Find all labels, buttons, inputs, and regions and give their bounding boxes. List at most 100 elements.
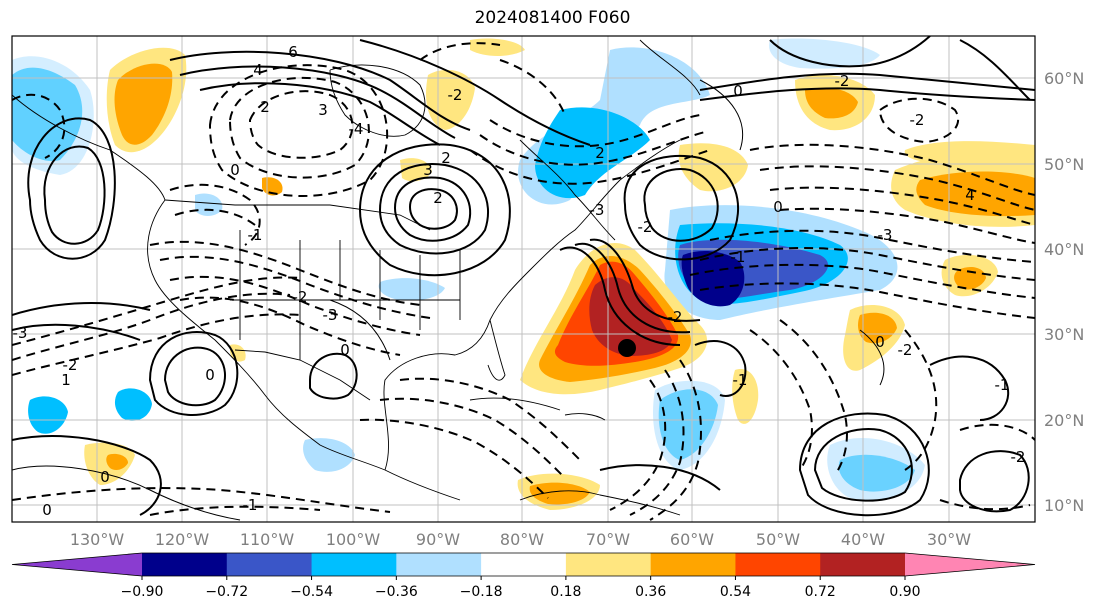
- colorbar-segment: [226, 553, 313, 576]
- contour-label: -2: [638, 218, 653, 236]
- contour-solid-alaska-ridge-1: [27, 117, 116, 260]
- pos-area-azores-orange: [954, 266, 986, 290]
- pos-area-north-atlantic-n-orange: [805, 87, 858, 119]
- contour-dash-se-2: [939, 499, 1031, 511]
- map-frame: [11, 35, 1036, 523]
- contour-label: -4: [349, 120, 364, 138]
- contour-dash-north-ring-2: [228, 76, 370, 179]
- contour-dash-rockies-1: [169, 183, 261, 246]
- neg-area-east-pacific-1: [28, 396, 68, 434]
- contour-dash-west-1: [12, 292, 291, 361]
- latitude-label: 40°N: [1044, 240, 1084, 259]
- contour-solid-great-lakes-3: [408, 188, 458, 230]
- pos-area-alaska-orange: [114, 63, 173, 145]
- pos-area-caribbean-s-orange: [529, 482, 590, 505]
- pos-area-south-atlantic: [904, 141, 1035, 162]
- contour-dash-south-1: [12, 487, 391, 513]
- contour-dash-labrador-1: [489, 114, 701, 148]
- contour-label: -3: [13, 324, 28, 342]
- coast-gulf-and-east: [383, 139, 681, 471]
- colorbar-extend-min: [12, 553, 142, 576]
- pos-area-mid-atlantic-3: [732, 369, 759, 424]
- contour-dash-alaska-1: [12, 93, 66, 159]
- contour-solid-sw-ring-1: [163, 346, 227, 407]
- latitude-labels: 60°N 50°N 40°N 30°N 20°N 10°N: [1044, 69, 1084, 515]
- pos-area-east-pacific-orange: [106, 453, 128, 471]
- contour-solid-ne-high: [959, 39, 1031, 101]
- contour-dash-east-2: [759, 165, 1035, 211]
- contour-dash-south-2: [149, 505, 321, 516]
- contour-dash-gulf-2: [379, 397, 566, 479]
- contour-label: -3: [878, 226, 893, 244]
- contour-dash-west-3: [12, 276, 301, 346]
- colorbar-tick-label: −0.54: [290, 584, 333, 600]
- contour-label: -2: [835, 72, 850, 90]
- colorbar-tick-label: −0.72: [205, 584, 248, 600]
- map-title: 2024081400 F060: [474, 8, 631, 28]
- contour-label: -2: [448, 86, 463, 104]
- colorbar-tick-label: 0.36: [635, 584, 666, 600]
- contour-solid-north-1: [169, 50, 471, 131]
- contour-dash-ne-ring: [878, 97, 960, 144]
- colorbar-tick-label: −0.90: [121, 584, 164, 600]
- contour-label: 0: [100, 468, 110, 486]
- coast-labrador: [519, 139, 616, 241]
- contour-label: 0: [205, 366, 215, 384]
- neg-area-central-mexico: [303, 438, 355, 472]
- colorbar-segment: [142, 553, 228, 576]
- colorbar-segment: [481, 553, 567, 576]
- contour-solid-great-lakes-1: [378, 163, 490, 255]
- contour-zero-1: [12, 465, 241, 521]
- colorbar-segment: [650, 553, 736, 576]
- colorbar-segment: [396, 553, 482, 576]
- longitude-label: 30°W: [927, 530, 971, 549]
- contour-dash-caribbean-3: [649, 359, 702, 521]
- colorbar: −0.90 −0.72 −0.54 −0.36 −0.18 0.18 0.36 0.54 0.7…: [11, 552, 1036, 600]
- contour-solid-mid-2: [929, 355, 1010, 421]
- contour-solid-mexico-ring: [309, 352, 358, 400]
- colorbar-tick-label: 0.54: [720, 584, 751, 600]
- contour-dash-mid-atlantic-2: [779, 319, 848, 476]
- contour-zero-3: [329, 299, 391, 361]
- longitude-label: 70°W: [586, 530, 630, 549]
- contour-label: 2: [441, 149, 451, 167]
- latitude-label: 50°N: [1044, 155, 1084, 174]
- longitude-labels: 130°W 120°W 110°W 100°W 90°W 80°W 70°W 60°W 50°W…: [70, 530, 971, 549]
- coast-cuba: [469, 397, 561, 411]
- pos-area-storm-dark: [589, 277, 672, 356]
- contour-zero-4: [859, 329, 885, 386]
- contour-solid-mid-1: [694, 340, 747, 397]
- contour-solid-north-arc: [359, 39, 591, 146]
- neg-area-arctic-light: [769, 38, 880, 69]
- contour-solid-west-2: [12, 302, 151, 316]
- height-anomaly-contours: [12, 36, 1035, 521]
- border-states-1: [230, 230, 461, 360]
- anomaly-shading: [12, 38, 1035, 510]
- contour-label: 0: [230, 161, 240, 179]
- contour-solid-greenland-2: [699, 87, 1035, 101]
- border-us-canada: [164, 199, 431, 231]
- coast-hudson-bay: [329, 64, 426, 137]
- latitude-label: 60°N: [1044, 69, 1084, 88]
- contour-label: -2: [1011, 448, 1026, 466]
- neg-area-east-pacific-2: [114, 388, 152, 421]
- contour-label: 4: [965, 186, 975, 204]
- neg-area-southeast-light: [827, 437, 925, 501]
- contour-dash-atlantic-4: [709, 229, 1035, 263]
- contour-dash-east-1: [749, 143, 1035, 196]
- contour-label: -1: [733, 371, 748, 389]
- contour-solid-south-caribbean: [599, 464, 721, 491]
- contour-label: -1: [243, 496, 258, 514]
- contour-solid-se-ring-2: [798, 412, 930, 517]
- contour-dash-hudson-2: [499, 59, 566, 116]
- longitude-label: 90°W: [416, 530, 460, 549]
- longitude-label: 120°W: [155, 530, 210, 549]
- latitude-label: 10°N: [1044, 496, 1084, 515]
- contour-solid-great-lakes-4: [358, 143, 511, 277]
- contour-label: 2: [260, 98, 270, 116]
- contour-solid-north-2: [179, 65, 456, 139]
- contour-label: 2: [595, 144, 605, 162]
- contour-label: -3: [323, 306, 338, 324]
- coast-hispaniola: [564, 413, 606, 421]
